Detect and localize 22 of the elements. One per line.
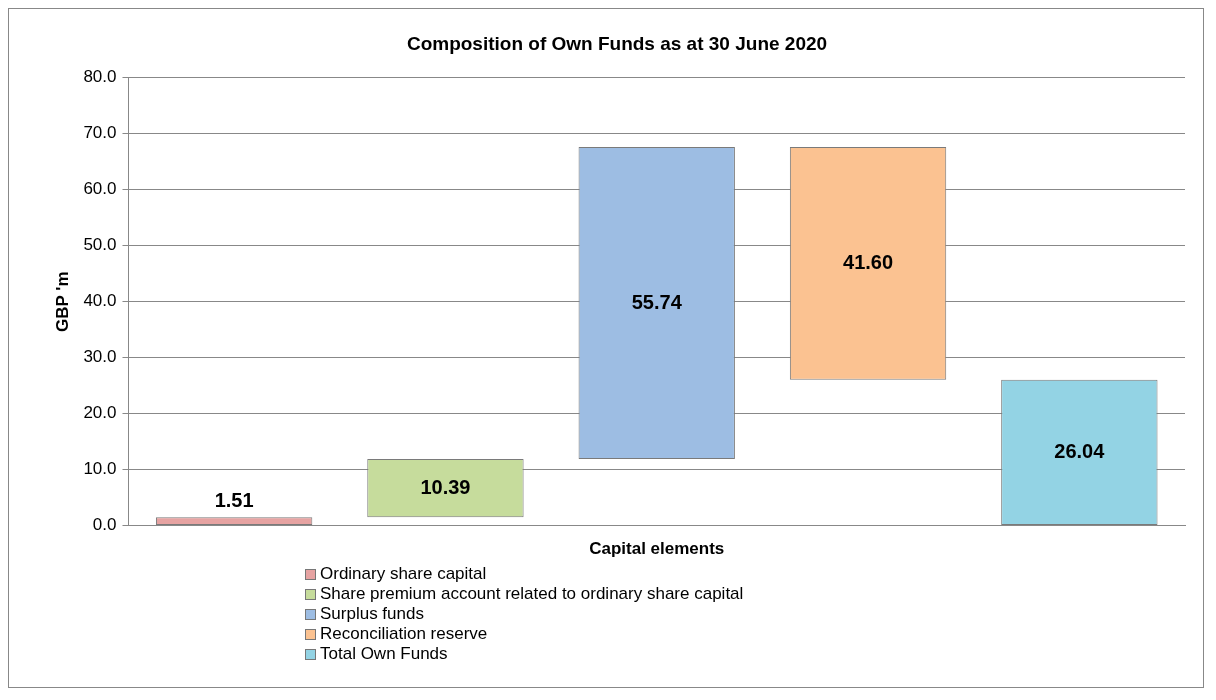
y-tick-label: 30.0 bbox=[83, 347, 117, 367]
legend-label: Reconciliation reserve bbox=[320, 624, 488, 644]
data-label: 26.04 bbox=[1054, 439, 1106, 462]
y-tick-label: 60.0 bbox=[83, 179, 117, 199]
chart-title: Composition of Own Funds as at 30 June 2020 bbox=[406, 32, 828, 54]
data-label: 1.51 bbox=[214, 488, 254, 511]
y-tick-label: 40.0 bbox=[83, 291, 117, 311]
y-tick-label: 10.0 bbox=[83, 459, 117, 479]
legend-label: Total Own Funds bbox=[320, 644, 448, 664]
x-axis-title: Capital elements bbox=[589, 539, 725, 559]
y-tick-label: 70.0 bbox=[83, 123, 117, 143]
legend-label: Ordinary share capital bbox=[320, 564, 487, 584]
y-tick-label: 80.0 bbox=[83, 67, 117, 87]
legend-label: Surplus funds bbox=[320, 604, 424, 624]
legend-label: Share premium account related to ordinary share capital bbox=[320, 584, 744, 604]
data-label: 10.39 bbox=[420, 475, 471, 498]
y-tick-label: 50.0 bbox=[83, 235, 117, 255]
y-tick-label: 0.0 bbox=[92, 515, 117, 535]
data-label: 55.74 bbox=[631, 290, 683, 313]
data-label: 41.60 bbox=[843, 250, 894, 273]
y-tick-label: 20.0 bbox=[83, 403, 117, 423]
y-axis-title: GBP 'm bbox=[52, 271, 72, 332]
